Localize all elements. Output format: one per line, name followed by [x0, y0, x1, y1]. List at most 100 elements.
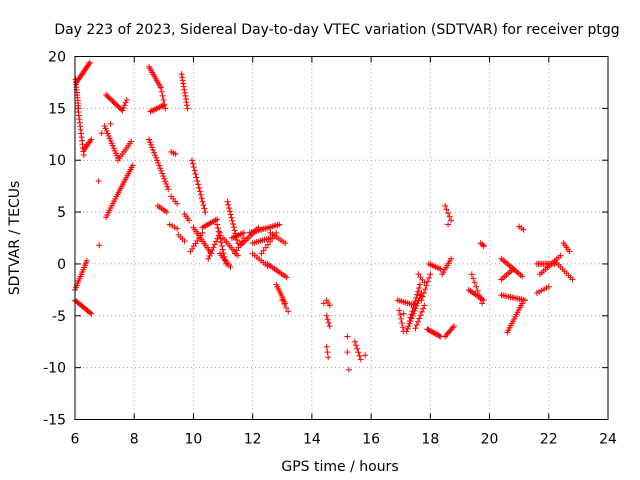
data-point	[86, 59, 93, 66]
data-point	[161, 175, 168, 182]
data-point	[353, 342, 360, 349]
data-point	[207, 249, 214, 256]
data-point	[154, 157, 161, 164]
data-point	[282, 300, 289, 307]
x-tick-label: 8	[130, 432, 139, 448]
data-point	[80, 152, 87, 159]
data-point	[156, 162, 163, 169]
data-point	[427, 271, 434, 278]
data-point	[344, 333, 351, 340]
data-point	[216, 232, 223, 239]
y-axis-title: SDTVAR / TECUs	[7, 181, 23, 296]
data-point	[178, 71, 185, 78]
data-point	[174, 225, 181, 232]
data-point	[121, 102, 128, 109]
data-point	[420, 305, 427, 312]
data-point	[96, 242, 103, 249]
data-point	[323, 312, 330, 319]
data-point	[283, 274, 290, 281]
data-point	[282, 240, 289, 247]
data-point	[470, 275, 477, 282]
data-point	[404, 325, 411, 332]
data-point	[180, 80, 187, 87]
x-tick-label: 10	[185, 432, 203, 448]
data-point	[226, 208, 233, 215]
data-point	[445, 210, 452, 217]
data-point	[443, 332, 450, 339]
data-point	[165, 186, 172, 193]
data-point	[183, 99, 190, 106]
data-point	[324, 349, 331, 356]
data-point	[183, 102, 190, 109]
data-point	[150, 107, 157, 114]
data-point	[205, 255, 212, 262]
data-point	[344, 349, 351, 356]
data-point	[325, 354, 332, 361]
data-point	[227, 264, 234, 271]
data-point	[95, 177, 102, 184]
data-point	[163, 181, 170, 188]
data-point	[186, 217, 193, 224]
data-point	[473, 283, 480, 290]
data-point	[228, 214, 235, 221]
data-point	[351, 338, 358, 345]
data-point	[160, 97, 167, 104]
data-point	[214, 221, 221, 228]
y-tick-label: -5	[52, 309, 66, 325]
data-point	[325, 299, 332, 306]
data-point	[153, 154, 160, 161]
data-point	[159, 92, 166, 99]
data-point	[355, 349, 362, 356]
data-point	[448, 217, 455, 224]
data-point	[157, 84, 164, 91]
data-point	[128, 138, 135, 145]
data-point	[406, 317, 413, 324]
data-point	[436, 332, 443, 339]
data-point	[320, 300, 327, 307]
data-point	[407, 314, 414, 321]
data-point	[201, 205, 208, 212]
data-point	[158, 88, 165, 95]
data-point	[285, 308, 292, 315]
data-point	[445, 329, 452, 336]
data-point	[326, 323, 333, 330]
x-tick-label: 20	[481, 432, 499, 448]
data-point	[218, 239, 225, 246]
data-point	[447, 327, 454, 334]
data-point	[194, 177, 201, 184]
data-point	[468, 271, 475, 278]
data-point	[498, 255, 505, 262]
data-point	[88, 310, 95, 317]
data-point	[174, 200, 181, 207]
data-point	[413, 321, 420, 328]
data-point	[519, 273, 526, 280]
data-point	[227, 211, 234, 218]
data-point	[195, 181, 202, 188]
data-point	[499, 257, 506, 264]
data-point	[480, 243, 487, 250]
x-tick-label: 18	[421, 432, 439, 448]
data-point	[193, 174, 200, 181]
data-point	[87, 137, 94, 144]
data-point	[421, 302, 428, 309]
data-point	[159, 102, 166, 109]
data-point	[163, 209, 170, 216]
data-point	[202, 209, 209, 216]
data-point	[181, 89, 188, 96]
data-point	[149, 144, 156, 151]
data-point	[162, 178, 169, 185]
data-point	[510, 266, 517, 273]
data-point	[179, 77, 186, 84]
data-point	[226, 205, 233, 212]
data-point	[396, 307, 403, 314]
data-point	[199, 229, 206, 236]
data-point	[230, 221, 237, 228]
data-point	[418, 297, 425, 304]
data-point	[192, 171, 199, 178]
data-point	[413, 294, 420, 301]
data-point	[206, 252, 213, 259]
data-point	[148, 107, 155, 114]
data-point	[229, 217, 236, 224]
data-point	[240, 229, 247, 236]
